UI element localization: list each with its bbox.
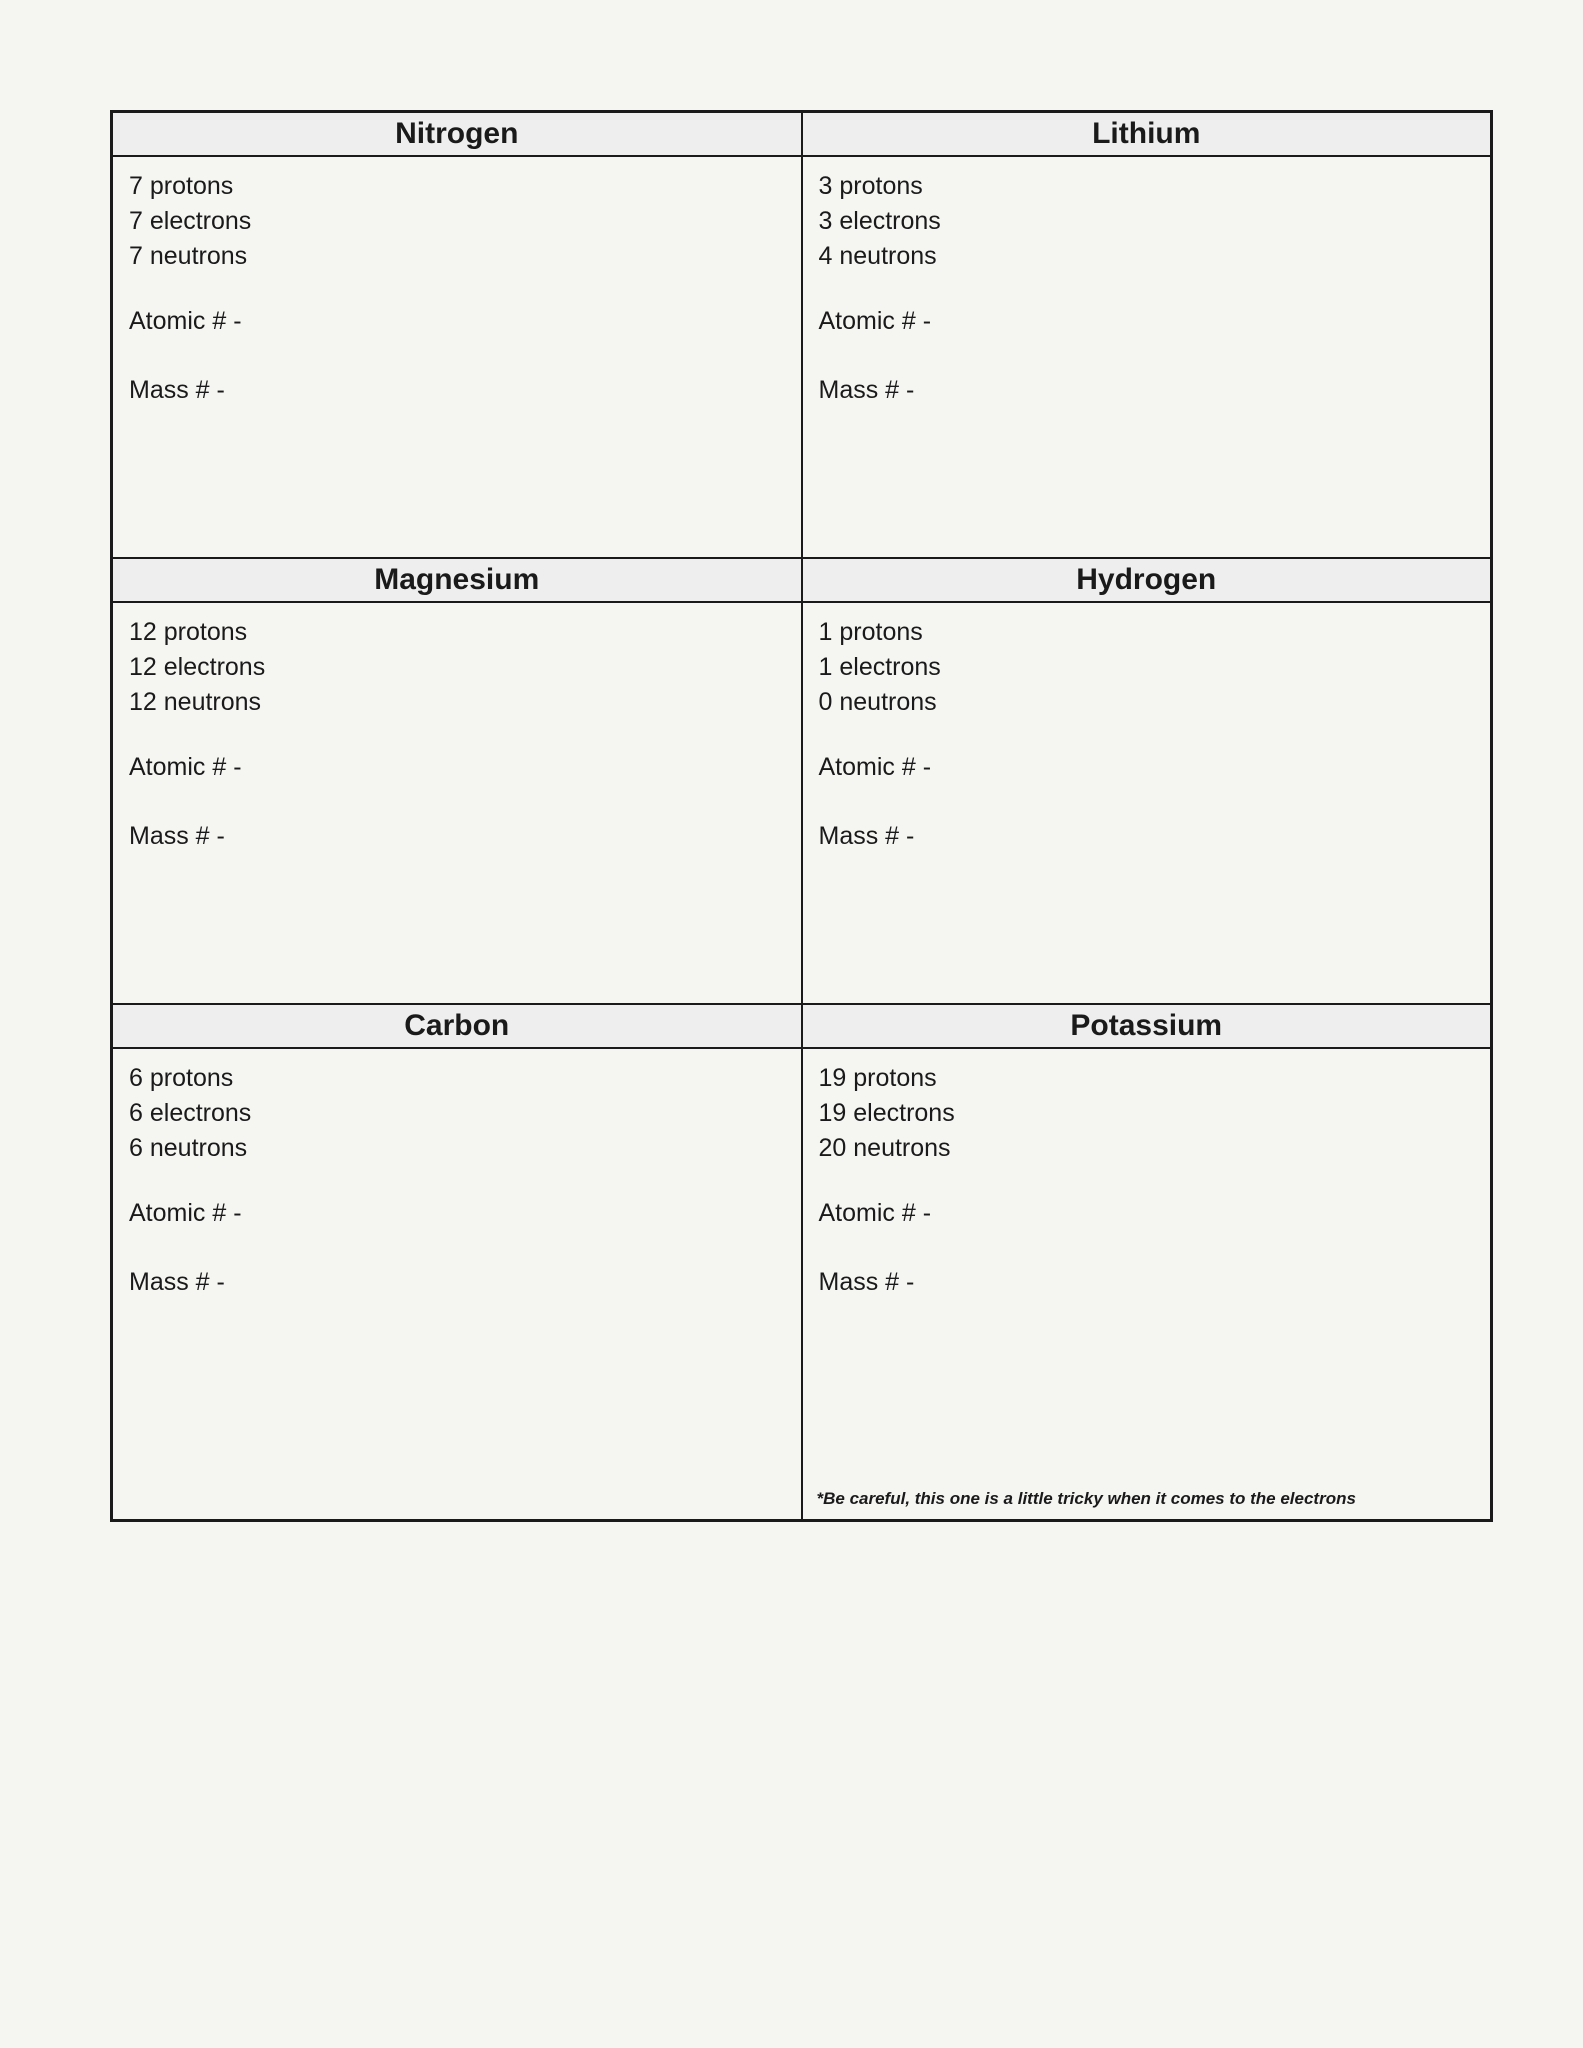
neutrons-line: 4 neutrons [819,239,1475,274]
mass-number-line: Mass # - [819,819,1475,854]
protons-line: 6 protons [129,1061,785,1096]
element-name-header: Hydrogen [803,559,1491,603]
element-body: 12 protons 12 electrons 12 neutrons Atom… [113,603,801,1003]
electrons-line: 12 electrons [129,650,785,685]
neutrons-line: 20 neutrons [819,1131,1475,1166]
element-cell: Carbon 6 protons 6 electrons 6 neutrons … [112,1004,802,1521]
element-cell: Lithium 3 protons 3 electrons 4 neutrons… [802,112,1492,559]
protons-line: 19 protons [819,1061,1475,1096]
atomic-number-line: Atomic # - [819,750,1475,785]
footnote-text: *Be careful, this one is a little tricky… [817,1489,1477,1509]
element-name-header: Nitrogen [113,113,801,157]
neutrons-line: 12 neutrons [129,685,785,720]
atomic-number-line: Atomic # - [819,1196,1475,1231]
mass-number-line: Mass # - [129,819,785,854]
element-name-header: Magnesium [113,559,801,603]
electrons-line: 7 electrons [129,204,785,239]
element-name-header: Lithium [803,113,1491,157]
electrons-line: 1 electrons [819,650,1475,685]
atomic-number-line: Atomic # - [129,1196,785,1231]
worksheet-table: Nitrogen 7 protons 7 electrons 7 neutron… [110,110,1493,1522]
neutrons-line: 7 neutrons [129,239,785,274]
mass-number-line: Mass # - [129,1265,785,1300]
neutrons-line: 6 neutrons [129,1131,785,1166]
element-name-header: Potassium [803,1005,1491,1049]
neutrons-line: 0 neutrons [819,685,1475,720]
mass-number-line: Mass # - [819,373,1475,408]
element-name-header: Carbon [113,1005,801,1049]
element-body: 6 protons 6 electrons 6 neutrons Atomic … [113,1049,801,1519]
element-body: 7 protons 7 electrons 7 neutrons Atomic … [113,157,801,557]
electrons-line: 19 electrons [819,1096,1475,1131]
atomic-number-line: Atomic # - [129,304,785,339]
element-cell: Potassium 19 protons 19 electrons 20 neu… [802,1004,1492,1521]
protons-line: 12 protons [129,615,785,650]
protons-line: 3 protons [819,169,1475,204]
element-body: 3 protons 3 electrons 4 neutrons Atomic … [803,157,1491,557]
electrons-line: 6 electrons [129,1096,785,1131]
protons-line: 7 protons [129,169,785,204]
element-cell: Nitrogen 7 protons 7 electrons 7 neutron… [112,112,802,559]
element-body: 1 protons 1 electrons 0 neutrons Atomic … [803,603,1491,1003]
element-cell: Hydrogen 1 protons 1 electrons 0 neutron… [802,558,1492,1004]
electrons-line: 3 electrons [819,204,1475,239]
element-cell: Magnesium 12 protons 12 electrons 12 neu… [112,558,802,1004]
element-body: 19 protons 19 electrons 20 neutrons Atom… [803,1049,1491,1519]
protons-line: 1 protons [819,615,1475,650]
atomic-number-line: Atomic # - [819,304,1475,339]
atomic-number-line: Atomic # - [129,750,785,785]
mass-number-line: Mass # - [819,1265,1475,1300]
mass-number-line: Mass # - [129,373,785,408]
